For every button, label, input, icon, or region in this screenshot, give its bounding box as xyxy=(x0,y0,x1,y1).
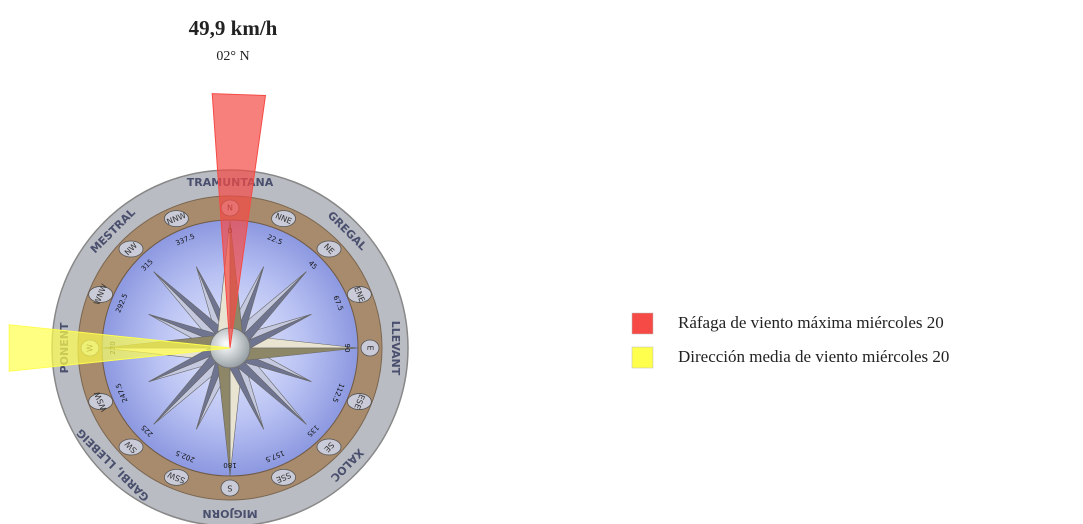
legend-swatch xyxy=(631,312,654,335)
legend-swatch xyxy=(631,346,654,369)
legend-label: Dirección media de viento miércoles 20 xyxy=(678,347,949,366)
chart-subtitle: 02° N xyxy=(216,49,249,64)
point-badge xyxy=(271,210,296,228)
degree-label: 45 xyxy=(307,259,319,271)
point-badge xyxy=(164,468,189,486)
point-badge xyxy=(220,479,240,497)
point-badge xyxy=(316,438,342,456)
point-badge xyxy=(346,286,372,303)
degree-label: 90 xyxy=(343,344,351,353)
sector-name: MIGJORN xyxy=(202,507,257,520)
wind-wedge xyxy=(8,324,231,372)
point-label: S xyxy=(227,484,232,493)
point-label: E xyxy=(366,345,375,350)
point-badge xyxy=(360,339,380,357)
point-badge xyxy=(164,210,189,228)
sector-name: LLEVANT xyxy=(389,321,402,376)
point-badge xyxy=(316,240,342,258)
degree-label: 180 xyxy=(223,461,236,469)
point-badge xyxy=(118,240,144,258)
point-badge xyxy=(346,393,372,410)
chart-title: 49,9 km/h xyxy=(189,16,278,40)
legend-label: Ráfaga de viento máxima miércoles 20 xyxy=(678,313,944,332)
point-badge xyxy=(271,468,296,486)
point-badge xyxy=(118,438,144,456)
point-badge xyxy=(88,393,114,410)
wind-wedge xyxy=(211,93,267,349)
legend: Ráfaga de viento máxima miércoles 20 Dire… xyxy=(631,312,949,369)
wedges xyxy=(8,93,267,372)
point-badge xyxy=(88,286,114,303)
